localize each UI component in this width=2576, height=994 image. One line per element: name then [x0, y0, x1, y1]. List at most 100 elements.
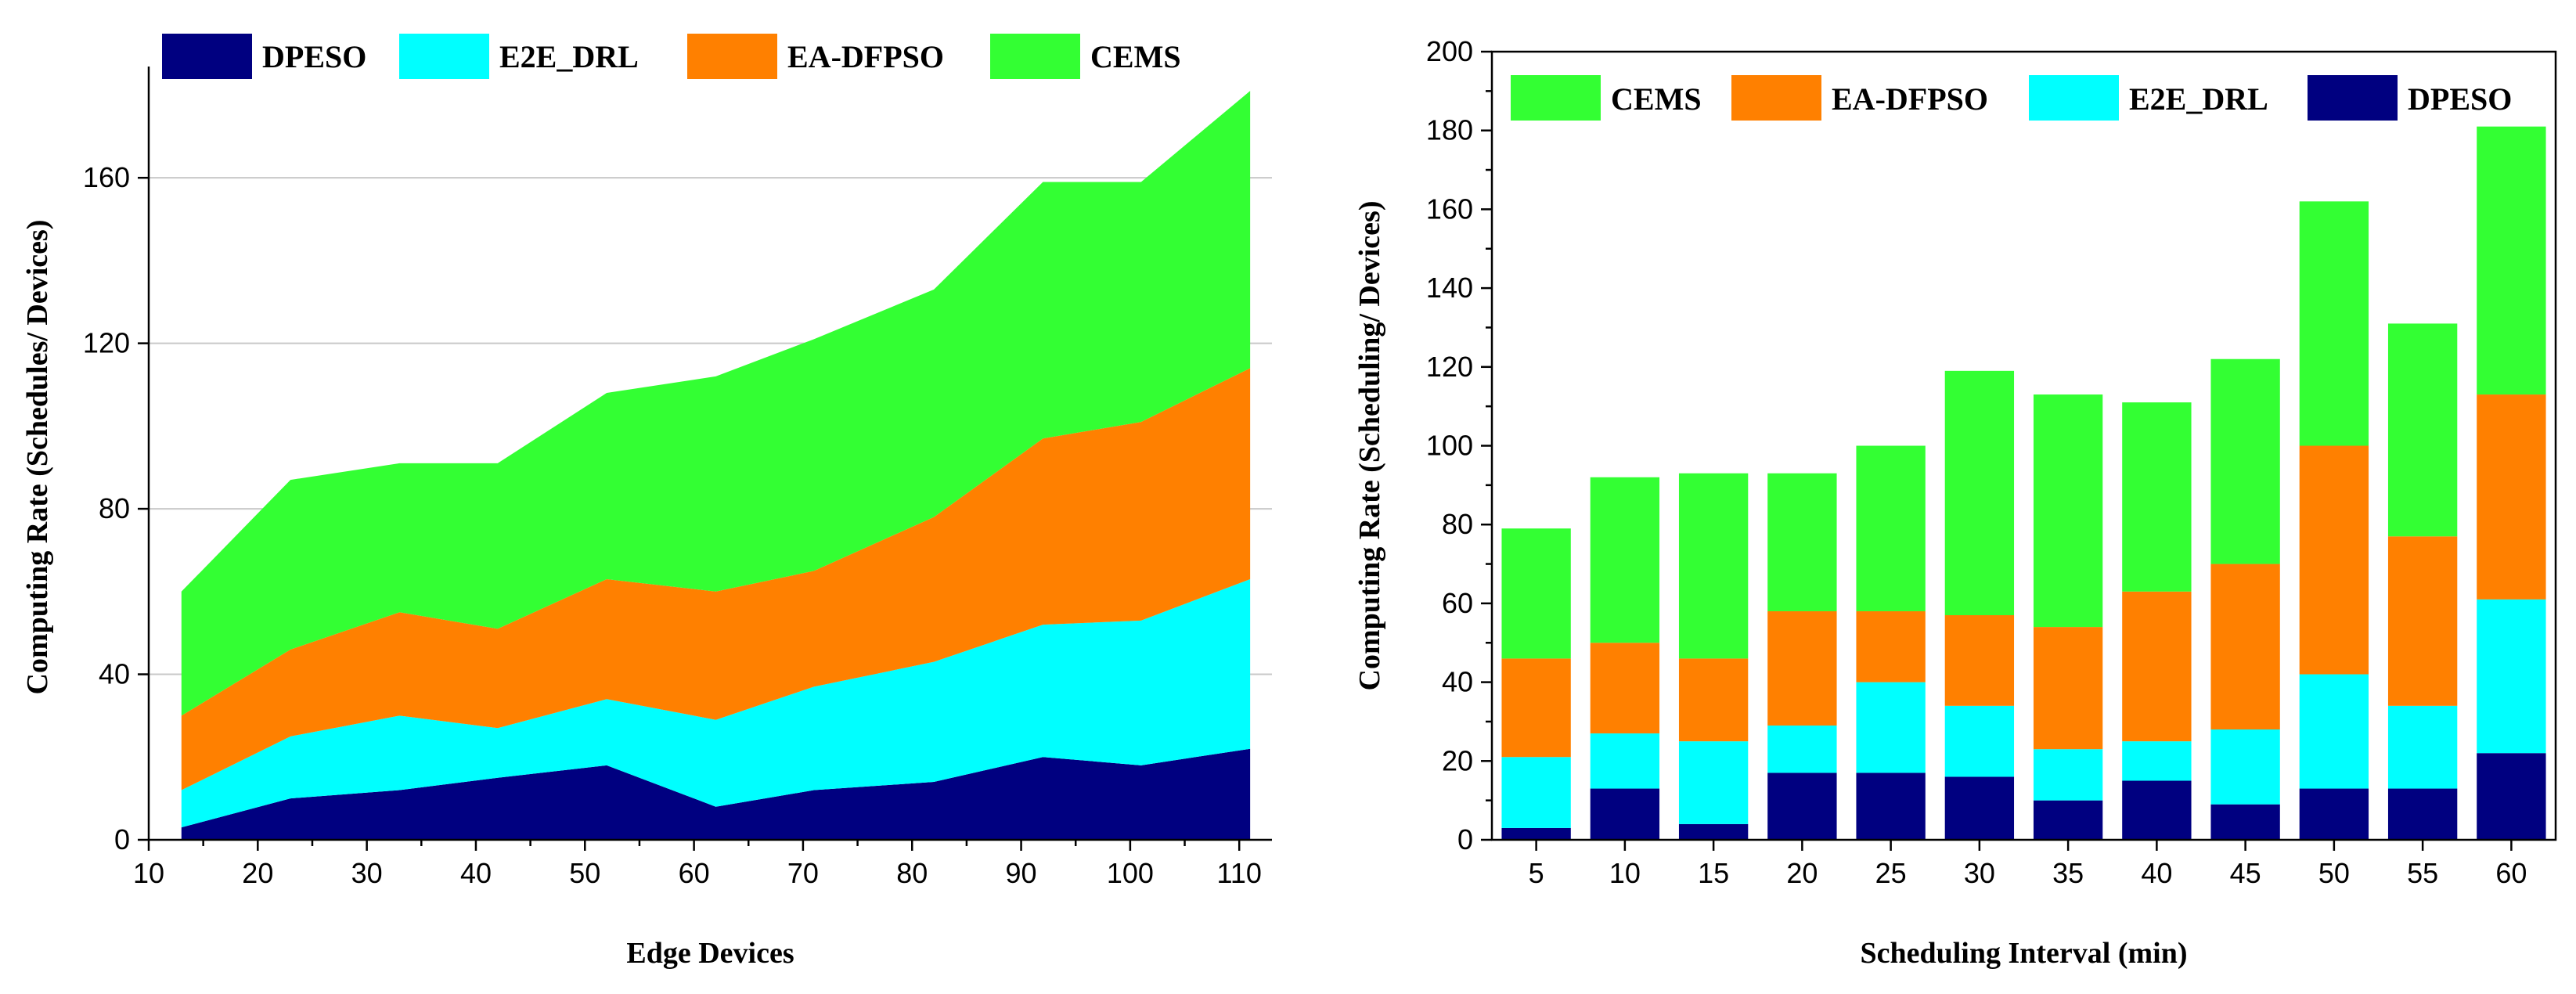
bar-e2e-drl-35	[2033, 749, 2103, 801]
bar-dpeso-60	[2477, 753, 2546, 840]
area-series-group	[181, 91, 1251, 840]
y-tick-label: 60	[1442, 587, 1473, 619]
y-tick-label: 120	[83, 327, 130, 359]
y-tick-label: 0	[1457, 823, 1473, 855]
x-tick-label: 110	[1217, 857, 1262, 889]
y-tick-label: 120	[1426, 351, 1473, 383]
area-e2e-drl	[181, 578, 1251, 828]
legend-label-dpeso: DPESO	[2408, 81, 2512, 117]
bar-dpeso-35	[2033, 800, 2103, 840]
bar-cems-25	[1856, 445, 1926, 611]
bar-cems-45	[2210, 358, 2280, 564]
bar-ea-dfpso-60	[2477, 394, 2546, 600]
bar-cems-35	[2033, 394, 2103, 628]
legend-label-e2e-drl: E2E_DRL	[499, 39, 639, 74]
y-tick-label: 160	[83, 161, 130, 193]
bar-e2e-drl-10	[1590, 733, 1660, 789]
bar-cems-40	[2122, 402, 2192, 592]
x-tick-label: 90	[1006, 857, 1037, 889]
stacked-area-chart: 10 20 30 40 50 60 70 80 90 100 110 0 40 80 120 160 DPE…	[21, 34, 1272, 970]
x-tick-label: 60	[2495, 857, 2527, 889]
x-tick-label: 20	[242, 857, 273, 889]
legend-label-cems: CEMS	[1090, 39, 1181, 74]
y-axis-ticks: 0 20 40 60 80 100 120 140 160 180 200	[1426, 35, 1492, 855]
axes	[147, 67, 1272, 841]
bar-ea-dfpso-55	[2387, 536, 2458, 706]
y-tick-label: 0	[114, 823, 130, 855]
y-axis-title: Computing Rate (Schedules/ Devices)	[21, 220, 54, 695]
x-axis-title: Edge Devices	[626, 937, 794, 970]
bar-cems-50	[2299, 201, 2369, 446]
bar-e2e-drl-60	[2477, 599, 2546, 754]
x-tick-label: 10	[133, 857, 164, 889]
bar-ea-dfpso-20	[1767, 610, 1837, 726]
x-tick-label: 70	[787, 857, 819, 889]
bar-cems-10	[1590, 477, 1660, 643]
bar-dpeso-5	[1501, 827, 1571, 840]
y-axis-ticks: 0 40 80 120 160	[83, 161, 149, 855]
legend: DPESO E2E_DRL EA-DFPSO CEMS	[162, 34, 1181, 79]
y-tick-label: 100	[1426, 430, 1473, 462]
bar-ea-dfpso-35	[2033, 627, 2103, 750]
bar-e2e-drl-30	[1944, 705, 2015, 777]
x-tick-label: 60	[679, 857, 710, 889]
bar-dpeso-10	[1590, 788, 1660, 840]
y-tick-label: 20	[1442, 744, 1473, 776]
bar-ea-dfpso-10	[1590, 643, 1660, 734]
legend-swatch-cems	[990, 34, 1080, 79]
bar-e2e-drl-20	[1767, 725, 1837, 773]
legend-swatch-dpeso	[162, 34, 252, 79]
bar-dpeso-25	[1856, 773, 1926, 840]
bar-cems-15	[1678, 473, 1749, 659]
area-ea-dfpso	[181, 368, 1251, 791]
bar-ea-dfpso-25	[1856, 610, 1926, 682]
x-tick-label: 25	[1875, 857, 1907, 889]
y-axis-title: Computing Rate (Scheduling/ Devices)	[1353, 201, 1386, 691]
bar-dpeso-50	[2299, 788, 2369, 840]
x-axis-ticks: 10 20 30 40 50 60 70 80 90 100 110	[133, 840, 1262, 889]
y-tick-label: 140	[1426, 272, 1473, 304]
legend-label-e2e-drl: E2E_DRL	[2129, 81, 2268, 117]
bar-cems-20	[1767, 473, 1837, 611]
stacked-bar-chart: 5 10 15 20 25 30 35 40 45 50 55 60 0 20 40 60 80 100 120 1…	[1353, 35, 2557, 970]
area-cems	[181, 91, 1251, 716]
x-tick-label: 45	[2230, 857, 2261, 889]
y-tick-label: 160	[1426, 193, 1473, 225]
legend-swatch-ea-dfpso	[1731, 75, 1821, 121]
bar-dpeso-40	[2122, 780, 2192, 840]
y-tick-label: 80	[1442, 508, 1473, 540]
bar-e2e-drl-40	[2122, 741, 2192, 781]
bar-ea-dfpso-40	[2122, 591, 2192, 742]
x-tick-label: 50	[2318, 857, 2350, 889]
bar-dpeso-55	[2387, 788, 2458, 840]
x-axis-title: Scheduling Interval (min)	[1860, 937, 2187, 970]
y-tick-label: 200	[1426, 35, 1473, 67]
bar-dpeso-45	[2210, 804, 2280, 840]
x-tick-label: 55	[2407, 857, 2438, 889]
bar-e2e-drl-50	[2299, 674, 2369, 789]
legend-swatch-e2e-drl	[399, 34, 489, 79]
legend-label-ea-dfpso: EA-DFPSO	[787, 39, 944, 74]
bar-ea-dfpso-30	[1944, 615, 2015, 706]
bar-ea-dfpso-15	[1678, 658, 1749, 742]
bar-cems-55	[2387, 323, 2458, 537]
bar-e2e-drl-15	[1678, 741, 1749, 824]
x-tick-label: 20	[1786, 857, 1818, 889]
legend-label-dpeso: DPESO	[262, 39, 366, 74]
bar-dpeso-20	[1767, 773, 1837, 840]
bar-ea-dfpso-5	[1501, 658, 1571, 758]
legend-swatch-dpeso	[2308, 75, 2398, 121]
bar-e2e-drl-5	[1501, 757, 1571, 828]
x-tick-label: 50	[569, 857, 600, 889]
bar-e2e-drl-45	[2210, 729, 2280, 805]
legend-label-ea-dfpso: EA-DFPSO	[1832, 81, 1988, 117]
bar-ea-dfpso-45	[2210, 564, 2280, 730]
legend-label-cems: CEMS	[1611, 81, 1702, 117]
bar-e2e-drl-25	[1856, 682, 1926, 773]
x-tick-label: 40	[2141, 857, 2172, 889]
bar-cems-60	[2477, 126, 2546, 395]
x-tick-label: 15	[1698, 857, 1729, 889]
bar-series-group	[1501, 126, 2546, 840]
x-tick-label: 80	[896, 857, 928, 889]
